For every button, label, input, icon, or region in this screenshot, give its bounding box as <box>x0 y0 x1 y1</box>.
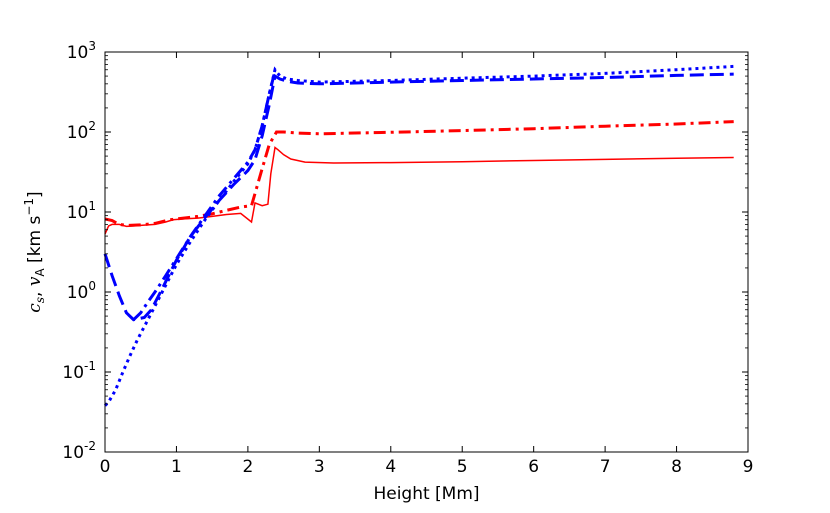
x-tick-label: 0 <box>100 457 111 477</box>
y-tick-base: 10 <box>62 363 84 383</box>
x-tick-label: 9 <box>743 457 754 477</box>
x-tick-label: 2 <box>242 457 253 477</box>
series-line-3 <box>103 72 734 322</box>
x-tick-label: 4 <box>385 457 396 477</box>
y-label-units-open: [km s <box>25 216 45 269</box>
y-label-symbol-1: c <box>25 303 45 313</box>
series-line-1 <box>104 146 734 235</box>
y-tick-exponent: 3 <box>88 39 96 53</box>
y-tick-base: 10 <box>67 43 89 63</box>
x-tick-label: 8 <box>671 457 682 477</box>
y-tick-exponent: 0 <box>88 279 96 293</box>
y-tick-label: 10-1 <box>62 359 96 383</box>
y-tick-base: 10 <box>67 283 89 303</box>
y-tick-base: 10 <box>67 123 89 143</box>
x-tick-label: 1 <box>171 457 182 477</box>
x-tick-label: 7 <box>600 457 611 477</box>
y-tick-base: 10 <box>67 203 89 223</box>
x-tick-label: 3 <box>314 457 325 477</box>
y-tick-label: 101 <box>67 199 96 223</box>
y-tick-exponent: -1 <box>84 359 96 373</box>
y-label-units-exponent: −1 <box>22 198 36 216</box>
series-layer <box>103 64 734 407</box>
y-tick-exponent: 1 <box>88 199 96 213</box>
series-line-2 <box>104 120 734 227</box>
y-label-subscript-2: A <box>33 268 47 277</box>
y-label-symbol-2: v <box>25 276 45 286</box>
y-tick-label: 100 <box>67 279 96 303</box>
y-tick-label: 10-2 <box>62 439 96 463</box>
x-tick-label: 5 <box>457 457 468 477</box>
y-tick-label: 103 <box>67 39 96 63</box>
y-tick-base: 10 <box>62 443 84 463</box>
plot-frame <box>104 51 749 453</box>
y-tick-exponent: -2 <box>84 439 96 453</box>
y-axis-label: cs, vA [km s−1] <box>22 191 47 312</box>
x-tick-label: 6 <box>528 457 539 477</box>
y-tick-exponent: 2 <box>88 119 96 133</box>
y-label-separator: , <box>25 286 45 297</box>
y-tick-label: 102 <box>67 119 96 143</box>
series-line-5 <box>132 70 277 321</box>
y-label-units-close: ] <box>25 191 45 198</box>
x-axis-label: Height [Mm] <box>373 484 479 504</box>
y-label-subscript-1: s <box>33 297 47 303</box>
series-line-4 <box>103 64 734 407</box>
